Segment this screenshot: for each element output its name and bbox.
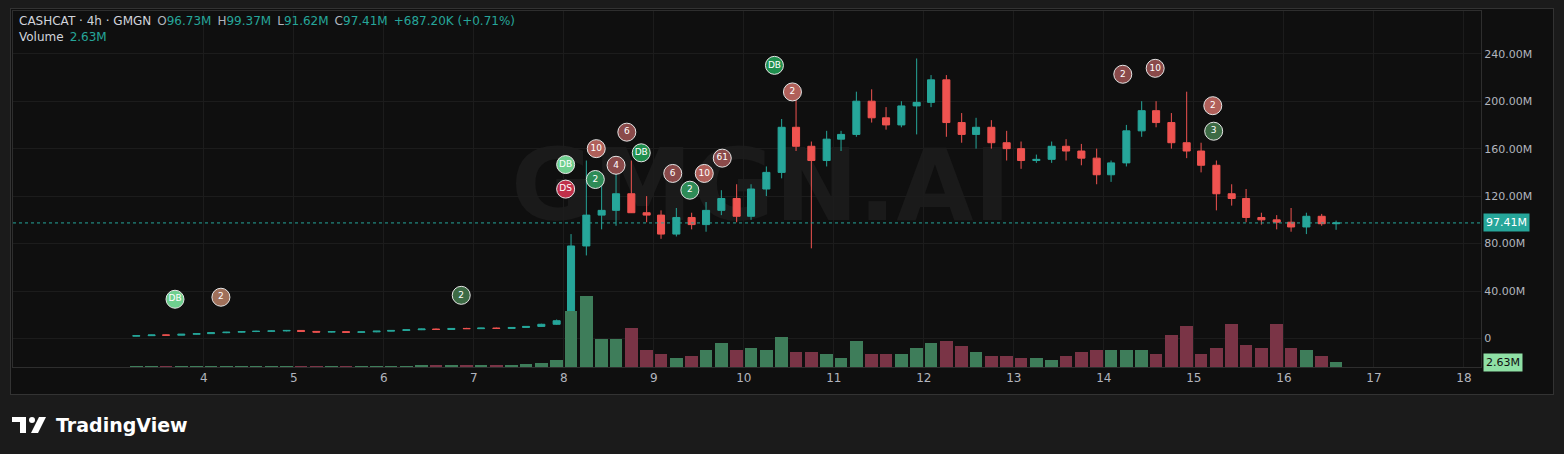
svg-text:3: 3 <box>1211 125 1217 135</box>
svg-text:2: 2 <box>1120 69 1126 79</box>
svg-text:10: 10 <box>736 371 751 385</box>
svg-text:61: 61 <box>717 152 728 162</box>
svg-text:DS: DS <box>559 183 572 193</box>
svg-text:11: 11 <box>826 371 841 385</box>
svg-text:7: 7 <box>470 371 478 385</box>
svg-text:0: 0 <box>1484 332 1491 345</box>
svg-text:10: 10 <box>699 168 711 178</box>
svg-text:40.00M: 40.00M <box>1484 285 1525 298</box>
svg-text:4: 4 <box>200 371 208 385</box>
svg-text:97.41M: 97.41M <box>1486 216 1527 229</box>
svg-text:18: 18 <box>1456 371 1471 385</box>
svg-text:6: 6 <box>380 371 388 385</box>
svg-text:15: 15 <box>1186 371 1201 385</box>
svg-text:120.00M: 120.00M <box>1484 190 1532 203</box>
svg-text:6: 6 <box>670 168 676 178</box>
svg-text:4: 4 <box>613 160 619 170</box>
svg-text:13: 13 <box>1006 371 1021 385</box>
svg-text:2: 2 <box>458 290 464 300</box>
svg-text:2: 2 <box>790 86 796 96</box>
svg-text:2: 2 <box>218 291 224 301</box>
svg-text:DB: DB <box>168 293 181 303</box>
svg-text:2: 2 <box>592 174 598 184</box>
svg-text:5: 5 <box>290 371 298 385</box>
svg-text:DB: DB <box>635 147 648 157</box>
svg-text:80.00M: 80.00M <box>1484 237 1525 250</box>
svg-text:2.63M: 2.63M <box>1486 356 1520 369</box>
svg-text:2: 2 <box>687 184 693 194</box>
svg-text:9: 9 <box>650 371 658 385</box>
svg-text:240.00M: 240.00M <box>1484 48 1532 61</box>
svg-text:2: 2 <box>1210 100 1216 110</box>
svg-text:14: 14 <box>1096 371 1111 385</box>
svg-text:6: 6 <box>624 126 630 136</box>
svg-text:8: 8 <box>560 371 568 385</box>
svg-text:17: 17 <box>1366 371 1381 385</box>
svg-text:10: 10 <box>591 143 603 153</box>
svg-text:16: 16 <box>1276 371 1291 385</box>
svg-text:DB: DB <box>768 60 781 70</box>
svg-text:DB: DB <box>559 159 572 169</box>
svg-text:10: 10 <box>1149 63 1161 73</box>
svg-text:200.00M: 200.00M <box>1484 95 1532 108</box>
svg-text:160.00M: 160.00M <box>1484 143 1532 156</box>
svg-text:12: 12 <box>916 371 931 385</box>
